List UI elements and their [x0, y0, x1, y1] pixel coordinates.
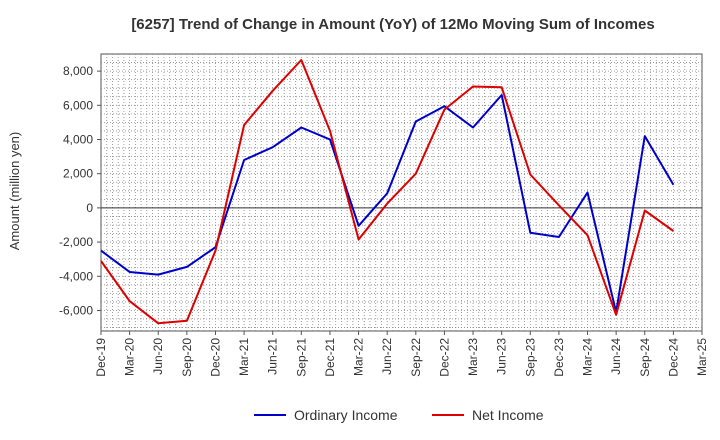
x-tick-label: Dec-24	[666, 338, 680, 377]
x-tick-label: Jun-22	[380, 338, 394, 375]
x-tick-label: Mar-22	[352, 338, 366, 376]
legend-label: Net Income	[472, 407, 544, 423]
y-tick-label: -4,000	[59, 269, 93, 283]
legend-label: Ordinary Income	[294, 407, 398, 423]
x-tick-labels: Dec-19 Mar-20 Jun-20 Sep-20 Dec-20 Mar-21 Jun-…	[94, 331, 709, 377]
x-tick-label: Sep-23	[523, 338, 537, 377]
x-tick-label: Sep-24	[638, 338, 652, 377]
x-tick-label: Jun-20	[151, 338, 165, 375]
x-tick-label: Mar-24	[581, 338, 595, 376]
x-tick-label: Jun-21	[266, 338, 280, 375]
y-tick-label: 6,000	[63, 98, 93, 112]
x-tick-label: Sep-20	[180, 338, 194, 377]
y-tick-label: 0	[86, 201, 93, 215]
chart-title: [6257] Trend of Change in Amount (YoY) o…	[131, 16, 654, 33]
y-tick-label: -2,000	[59, 235, 93, 249]
x-tick-label: Mar-25	[695, 338, 709, 376]
plot-frame	[100, 53, 703, 332]
series-line-ordinary-income	[100, 94, 675, 314]
x-tick-label: Mar-23	[466, 338, 480, 376]
legend: Ordinary Income Net Income	[254, 407, 544, 423]
x-tick-label: Sep-22	[409, 338, 423, 377]
x-tick-label: Dec-19	[94, 338, 108, 377]
plot-area	[100, 53, 703, 332]
x-tick-label: Dec-21	[323, 338, 337, 377]
x-tick-label: Mar-20	[123, 338, 137, 376]
x-tick-label: Dec-23	[552, 338, 566, 377]
series-line-net-income	[100, 59, 674, 325]
x-tick-label: Jun-24	[609, 338, 623, 375]
x-tick-label: Mar-21	[237, 338, 251, 376]
y-tick-labels: -6,000 -4,000 -2,000 0 2,000 4,000 6,000 8,000	[59, 64, 101, 317]
y-axis-label: Amount (million yen)	[7, 132, 22, 251]
y-tick-label: 2,000	[63, 167, 93, 181]
x-tick-label: Dec-22	[437, 338, 451, 377]
y-tick-label: -6,000	[59, 303, 93, 317]
series-lines	[100, 59, 675, 325]
x-tick-label: Dec-20	[208, 338, 222, 377]
x-tick-label: Jun-23	[495, 338, 509, 375]
grid	[101, 54, 702, 331]
x-tick-label: Sep-21	[294, 338, 308, 377]
y-tick-label: 4,000	[63, 132, 93, 146]
y-tick-label: 8,000	[63, 64, 93, 78]
